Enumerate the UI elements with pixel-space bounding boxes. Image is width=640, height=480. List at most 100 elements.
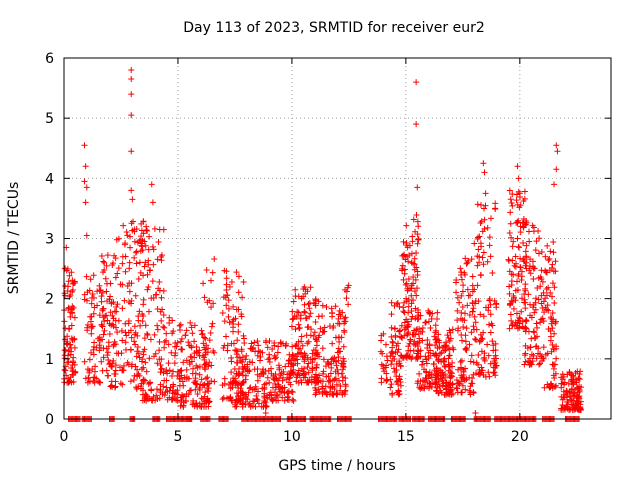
- x-axis-label: GPS time / hours: [278, 458, 395, 474]
- data-point: [306, 300, 313, 307]
- data-point: [194, 390, 201, 397]
- data-point: [262, 409, 269, 416]
- data-point: [203, 375, 210, 382]
- data-point: [154, 256, 161, 263]
- data-point: [327, 370, 334, 377]
- data-point: [339, 309, 346, 316]
- data-point: [106, 330, 113, 337]
- data-point: [418, 361, 425, 368]
- data-point: [235, 328, 242, 335]
- data-point: [443, 389, 450, 396]
- data-point: [166, 320, 173, 327]
- data-point: [307, 332, 314, 339]
- data-point: [513, 197, 520, 204]
- data-point: [224, 347, 231, 354]
- data-point: [169, 330, 176, 337]
- data-point: [161, 324, 168, 331]
- data-point: [553, 166, 560, 173]
- data-point: [209, 320, 216, 327]
- data-point: [309, 359, 316, 366]
- data-point: [114, 270, 121, 277]
- data-point: [313, 342, 320, 349]
- data-point: [437, 367, 444, 374]
- data-point: [68, 269, 75, 276]
- data-point: [507, 196, 514, 203]
- data-point: [401, 270, 408, 277]
- data-point: [188, 324, 195, 331]
- data-point: [86, 369, 93, 376]
- data-point: [161, 344, 168, 351]
- data-point: [492, 352, 499, 359]
- data-point: [412, 305, 419, 312]
- data-point: [462, 338, 469, 345]
- data-point: [520, 216, 527, 223]
- data-point: [300, 370, 307, 377]
- data-point: [319, 390, 326, 397]
- data-point: [211, 255, 218, 262]
- data-point: [228, 340, 235, 347]
- data-point: [268, 392, 275, 399]
- data-point: [398, 322, 405, 329]
- data-point: [472, 409, 479, 416]
- data-point: [470, 371, 477, 378]
- data-point: [253, 392, 260, 399]
- data-point: [254, 377, 261, 384]
- data-point: [84, 289, 91, 296]
- data-point: [414, 218, 421, 225]
- data-point: [201, 381, 208, 388]
- data-point: [296, 349, 303, 356]
- data-point: [61, 352, 68, 359]
- data-point: [569, 378, 576, 385]
- data-point: [257, 357, 264, 364]
- data-point: [443, 342, 450, 349]
- data-point: [202, 335, 209, 342]
- data-point: [535, 296, 542, 303]
- data-point: [252, 403, 259, 410]
- data-point: [177, 326, 184, 333]
- data-point: [474, 234, 481, 241]
- data-point: [475, 246, 482, 253]
- data-point: [550, 316, 557, 323]
- data-point: [433, 327, 440, 334]
- data-point: [302, 309, 309, 316]
- data-point: [387, 376, 394, 383]
- data-point: [468, 329, 475, 336]
- data-point: [97, 379, 104, 386]
- data-point: [69, 280, 76, 287]
- data-point: [569, 401, 576, 408]
- data-point: [104, 317, 111, 324]
- data-point: [404, 244, 411, 251]
- data-point: [232, 403, 239, 410]
- data-point: [282, 343, 289, 350]
- data-point: [153, 386, 160, 393]
- data-point: [122, 339, 129, 346]
- data-point: [104, 252, 111, 259]
- data-point: [401, 319, 408, 326]
- data-point: [145, 381, 152, 388]
- data-point: [225, 381, 232, 388]
- data-point: [98, 358, 105, 365]
- data-point: [549, 280, 556, 287]
- data-point: [140, 377, 147, 384]
- data-point: [205, 398, 212, 405]
- data-point: [100, 354, 107, 361]
- data-point: [485, 369, 492, 376]
- data-point: [305, 360, 312, 367]
- data-point: [547, 289, 554, 296]
- data-point: [67, 292, 74, 299]
- data-point: [84, 321, 91, 328]
- data-point: [268, 365, 275, 372]
- data-point: [208, 323, 215, 330]
- data-point: [538, 275, 545, 282]
- data-point: [156, 226, 163, 233]
- data-point: [522, 299, 529, 306]
- data-point: [453, 279, 460, 286]
- data-point: [251, 339, 258, 346]
- data-point: [113, 303, 120, 310]
- data-point: [107, 360, 114, 367]
- data-point: [67, 341, 74, 348]
- data-point: [96, 282, 103, 289]
- data-point: [435, 331, 442, 338]
- data-point: [460, 282, 467, 289]
- data-point: [428, 315, 435, 322]
